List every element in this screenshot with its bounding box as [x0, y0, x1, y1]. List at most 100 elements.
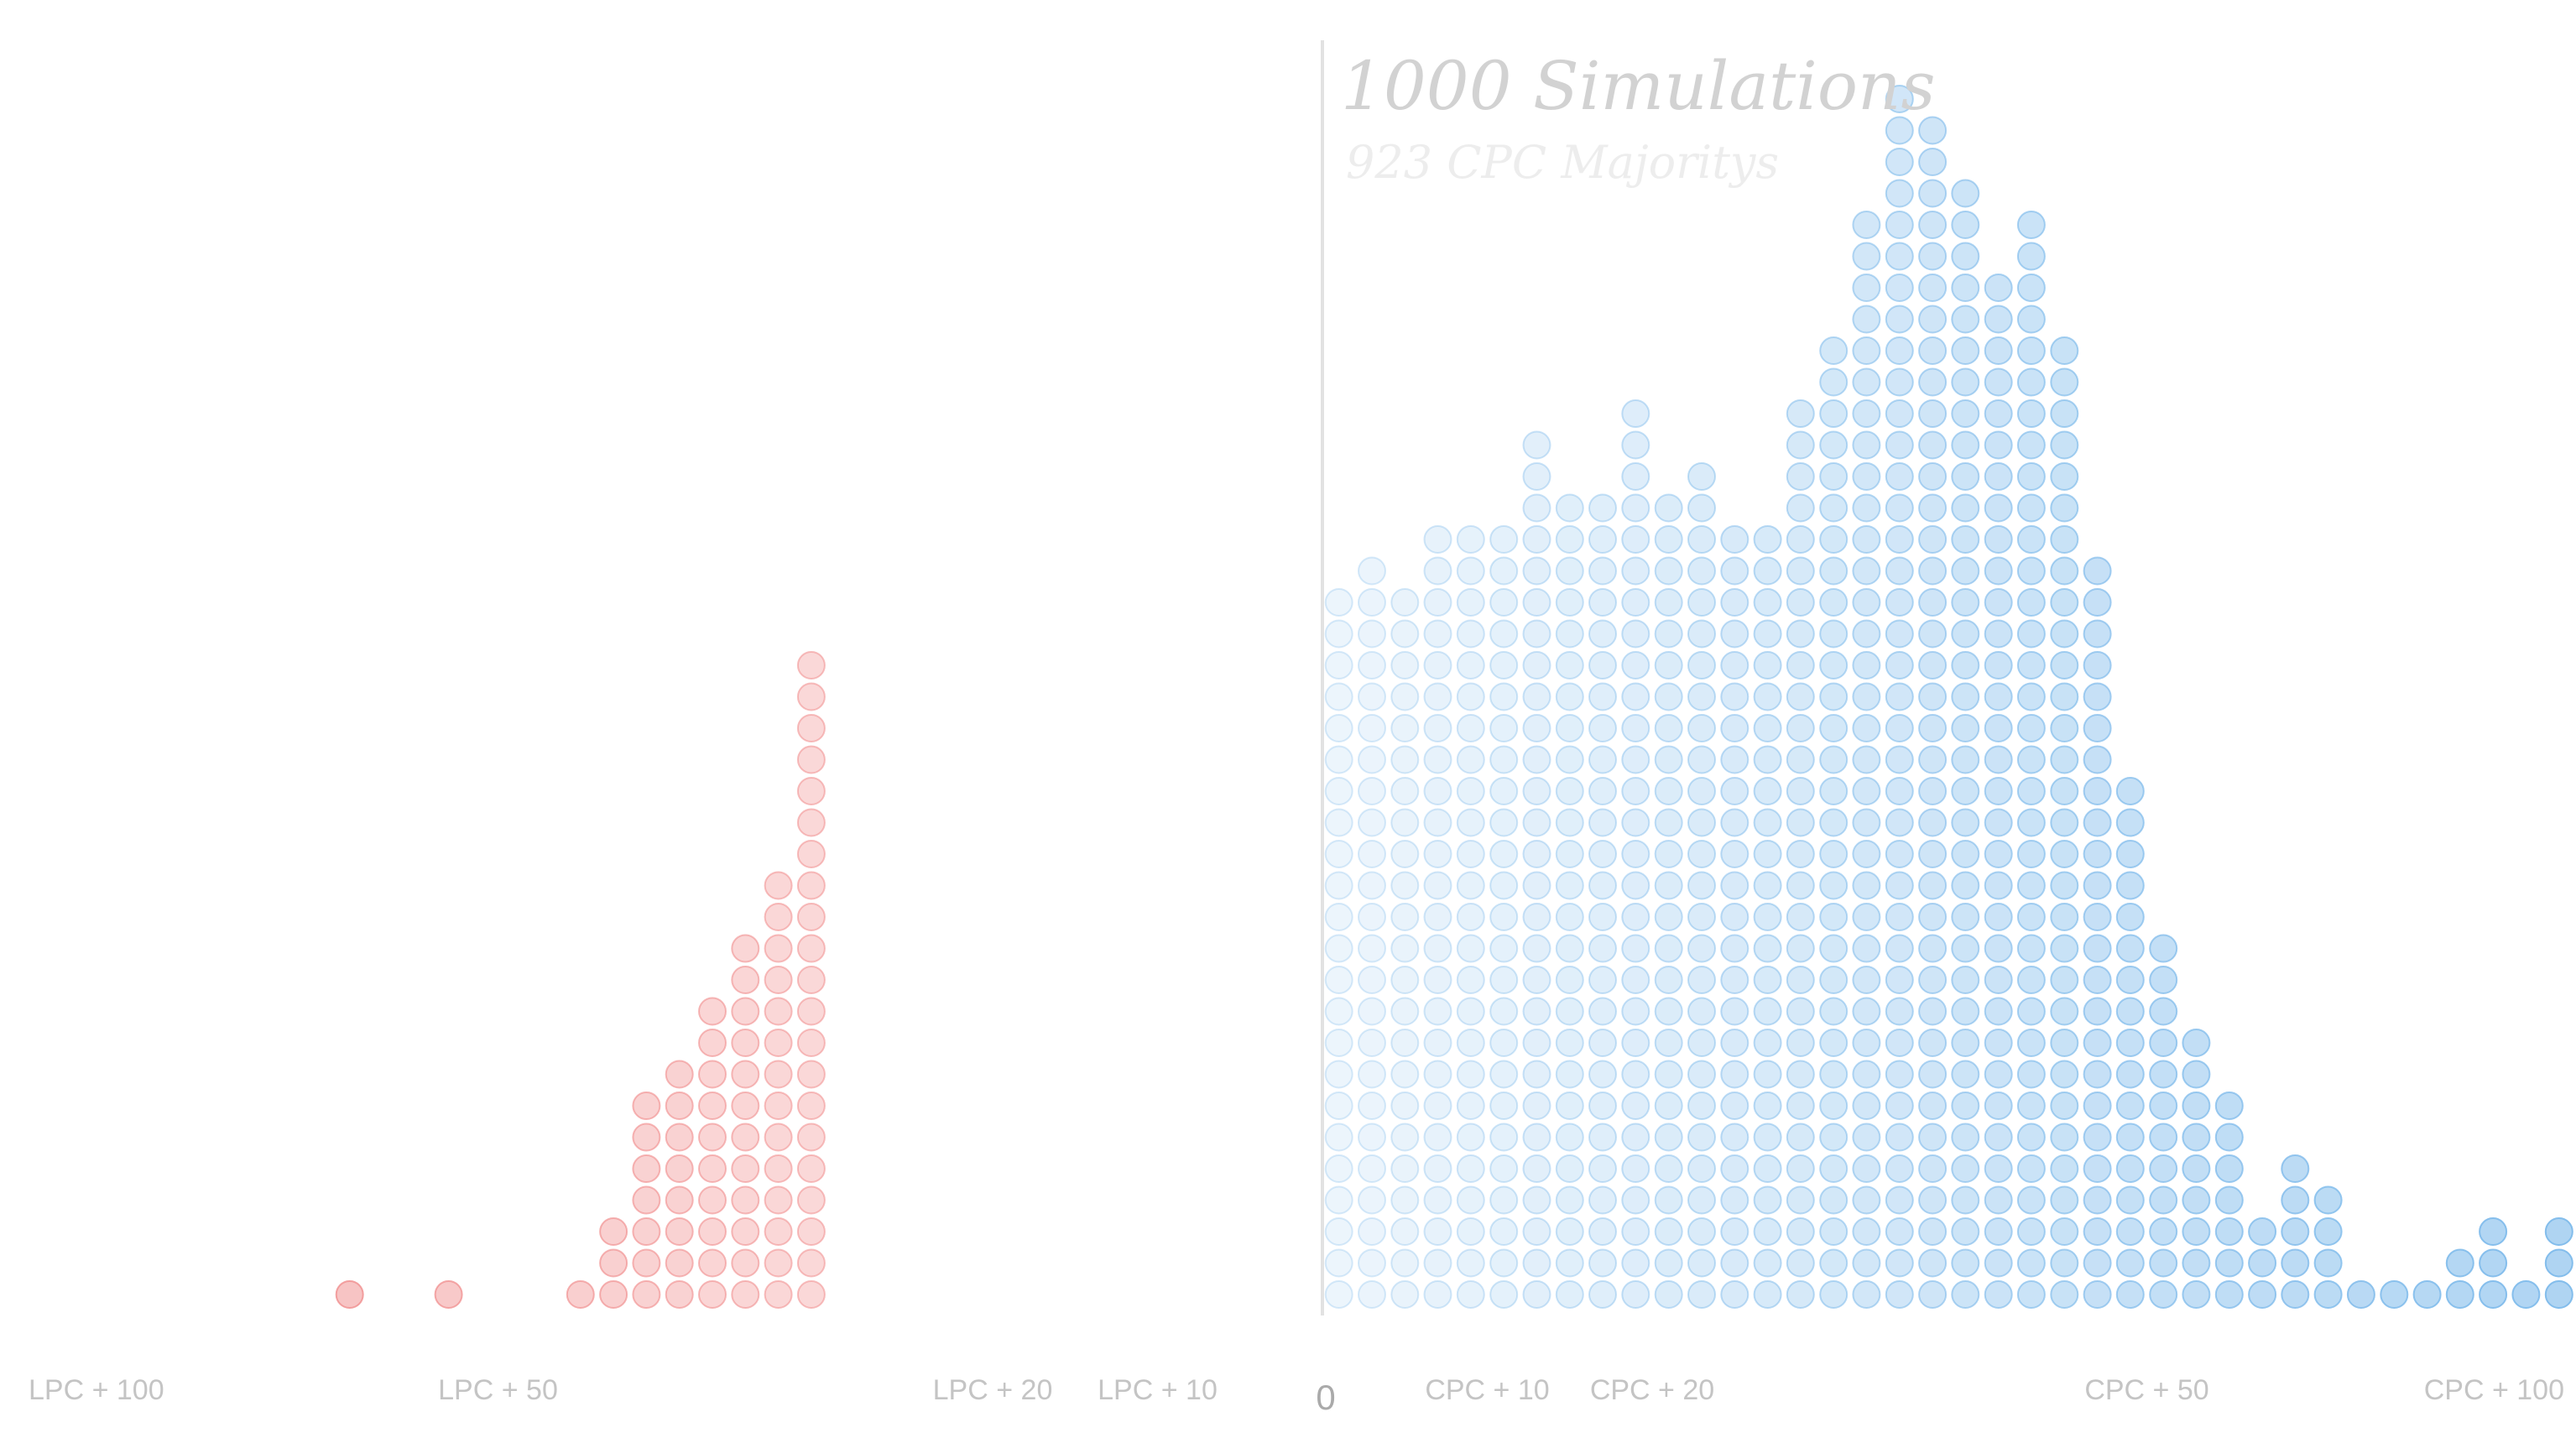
cpc-dot	[2016, 211, 2046, 239]
cpc-dot	[1555, 525, 1584, 554]
cpc-dot	[1819, 808, 1849, 837]
cpc-dot	[2016, 808, 2046, 837]
cpc-dot	[2016, 619, 2046, 649]
cpc-dot	[1753, 619, 1782, 649]
cpc-dot	[1819, 462, 1849, 491]
lpc-dot	[796, 934, 826, 963]
cpc-dot	[1522, 1060, 1551, 1089]
cpc-dot	[1786, 682, 1815, 711]
cpc-dot	[1456, 556, 1485, 586]
cpc-dot	[1489, 934, 1519, 963]
cpc-dot	[1390, 1217, 1420, 1246]
cpc-dot	[2050, 525, 2079, 554]
cpc-dot	[1324, 1185, 1353, 1215]
cpc-dot	[1588, 808, 1617, 837]
lpc-dot	[731, 1060, 760, 1089]
lpc-dot	[764, 934, 793, 963]
cpc-dot	[1555, 1217, 1584, 1246]
cpc-dot	[1687, 714, 1716, 742]
cpc-dot	[2182, 1185, 2211, 1215]
cpc-dot	[1358, 1029, 1386, 1057]
cpc-dot	[2115, 1154, 2145, 1183]
lpc-dot	[796, 1280, 826, 1309]
cpc-dot	[2182, 1217, 2211, 1246]
cpc-dot	[1951, 556, 1980, 586]
cpc-dot	[1654, 619, 1683, 649]
cpc-dot	[1522, 1154, 1551, 1183]
cpc-dot	[1687, 1123, 1716, 1152]
cpc-dot	[1390, 840, 1420, 868]
cpc-dot	[1423, 1280, 1452, 1309]
cpc-dot	[1753, 808, 1782, 837]
cpc-dot	[1951, 840, 1980, 868]
cpc-dot	[1786, 1154, 1815, 1183]
cpc-dot	[1621, 903, 1650, 931]
cpc-dot	[1390, 1091, 1420, 1120]
cpc-dot	[1819, 934, 1849, 963]
x-tick-label: CPC + 100	[2424, 1374, 2564, 1406]
cpc-dot	[1819, 556, 1849, 586]
cpc-dot	[2182, 1060, 2211, 1089]
cpc-dot	[1621, 430, 1650, 460]
lpc-dot	[731, 997, 760, 1026]
cpc-dot	[1984, 1280, 2013, 1309]
cpc-dot	[1522, 808, 1551, 837]
cpc-dot	[1522, 556, 1551, 586]
cpc-dot	[1390, 903, 1420, 931]
lpc-dot	[796, 1123, 826, 1152]
cpc-dot	[1720, 619, 1749, 649]
cpc-dot	[1951, 273, 1980, 302]
cpc-dot	[2346, 1280, 2375, 1309]
cpc-dot	[1720, 777, 1749, 805]
cpc-dot	[1621, 840, 1650, 868]
cpc-dot	[1687, 682, 1716, 711]
cpc-dot	[1555, 493, 1584, 523]
lpc-dot	[764, 1029, 793, 1057]
cpc-dot	[1918, 242, 1948, 271]
cpc-dot	[1819, 840, 1849, 868]
cpc-dot	[1621, 462, 1650, 491]
cpc-dot	[1456, 588, 1485, 617]
cpc-dot	[1654, 1154, 1683, 1183]
cpc-dot	[1390, 871, 1420, 900]
cpc-dot	[1588, 934, 1617, 963]
cpc-dot	[2050, 619, 2079, 649]
cpc-dot	[1951, 430, 1980, 460]
cpc-dot	[1324, 871, 1353, 900]
cpc-dot	[1588, 1185, 1617, 1215]
cpc-dot	[1918, 682, 1948, 711]
cpc-dot	[1951, 777, 1980, 805]
cpc-dot	[1654, 493, 1683, 523]
cpc-dot	[2083, 1217, 2112, 1246]
cpc-dot	[1852, 273, 1881, 302]
cpc-dot	[1588, 745, 1617, 774]
cpc-dot	[1885, 1123, 1914, 1152]
cpc-dot	[1358, 966, 1386, 994]
cpc-dot	[1654, 651, 1683, 680]
cpc-dot	[1753, 997, 1782, 1026]
cpc-dot	[2214, 1154, 2244, 1183]
cpc-dot	[1984, 997, 2013, 1026]
cpc-dot	[1423, 1029, 1452, 1057]
cpc-dot	[1753, 871, 1782, 900]
cpc-dot	[1358, 840, 1386, 868]
cpc-dot	[1951, 1123, 1980, 1152]
cpc-dot	[1588, 1060, 1617, 1089]
lpc-dot	[698, 1060, 727, 1089]
cpc-dot	[1654, 588, 1683, 617]
cpc-dot	[1324, 745, 1353, 774]
lpc-dot	[796, 682, 826, 711]
cpc-dot	[1753, 1280, 1782, 1309]
cpc-dot	[1358, 619, 1386, 649]
cpc-dot	[1951, 651, 1980, 680]
zero-label: 0	[1316, 1378, 1335, 1417]
cpc-dot	[1555, 1185, 1584, 1215]
lpc-dot	[599, 1217, 628, 1246]
cpc-dot	[2050, 682, 2079, 711]
cpc-dot	[2479, 1280, 2508, 1309]
cpc-dot	[1687, 556, 1716, 586]
cpc-dot	[1951, 903, 1980, 931]
cpc-dot	[2016, 745, 2046, 774]
cpc-dot	[1423, 1248, 1452, 1278]
